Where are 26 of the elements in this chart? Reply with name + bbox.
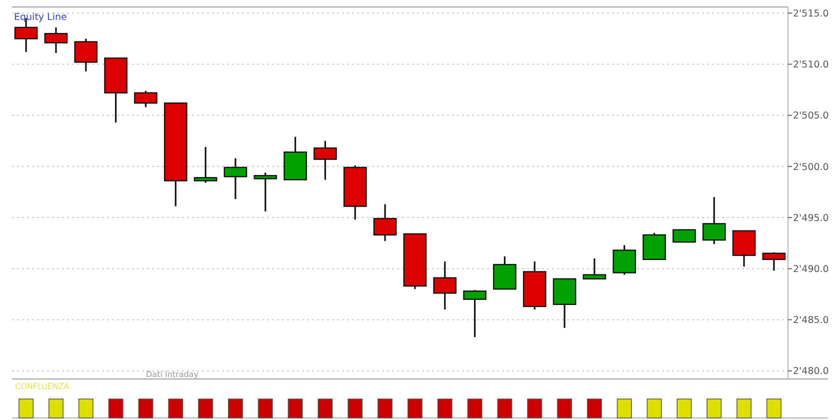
annotation: Equity Line: [14, 12, 68, 23]
candlestick: [134, 90, 158, 108]
y-tick-label: 2'490.0: [793, 264, 829, 275]
candlestick: [433, 260, 457, 310]
candlestick: [314, 140, 337, 181]
candlestick: [44, 26, 68, 54]
candlestick: [463, 289, 486, 338]
candlestick: [702, 196, 726, 245]
candlestick: [373, 203, 397, 242]
chart-title: CONFLUENZA: [15, 382, 70, 391]
candlestick: [612, 244, 636, 276]
candlestick: [224, 157, 248, 200]
candlestick: [582, 258, 606, 280]
y-tick-label: 2'500.0: [793, 162, 829, 173]
candlestick: [254, 172, 278, 212]
annotation: Dati Intraday: [146, 370, 199, 379]
candlestick: [194, 146, 218, 184]
y-tick-label: 2'515.0: [793, 8, 829, 20]
candlestick: [762, 251, 786, 272]
y-tick-label: 2'495.0: [793, 212, 829, 224]
y-tick-label: 2'505.0: [793, 110, 829, 122]
candlestick: [672, 229, 696, 243]
y-tick-label: 2'485.0: [793, 315, 829, 326]
y-tick-label: 2'510.0: [793, 60, 829, 71]
candlestick: [74, 38, 98, 72]
y-tick-label: 2'480.0: [793, 366, 829, 378]
